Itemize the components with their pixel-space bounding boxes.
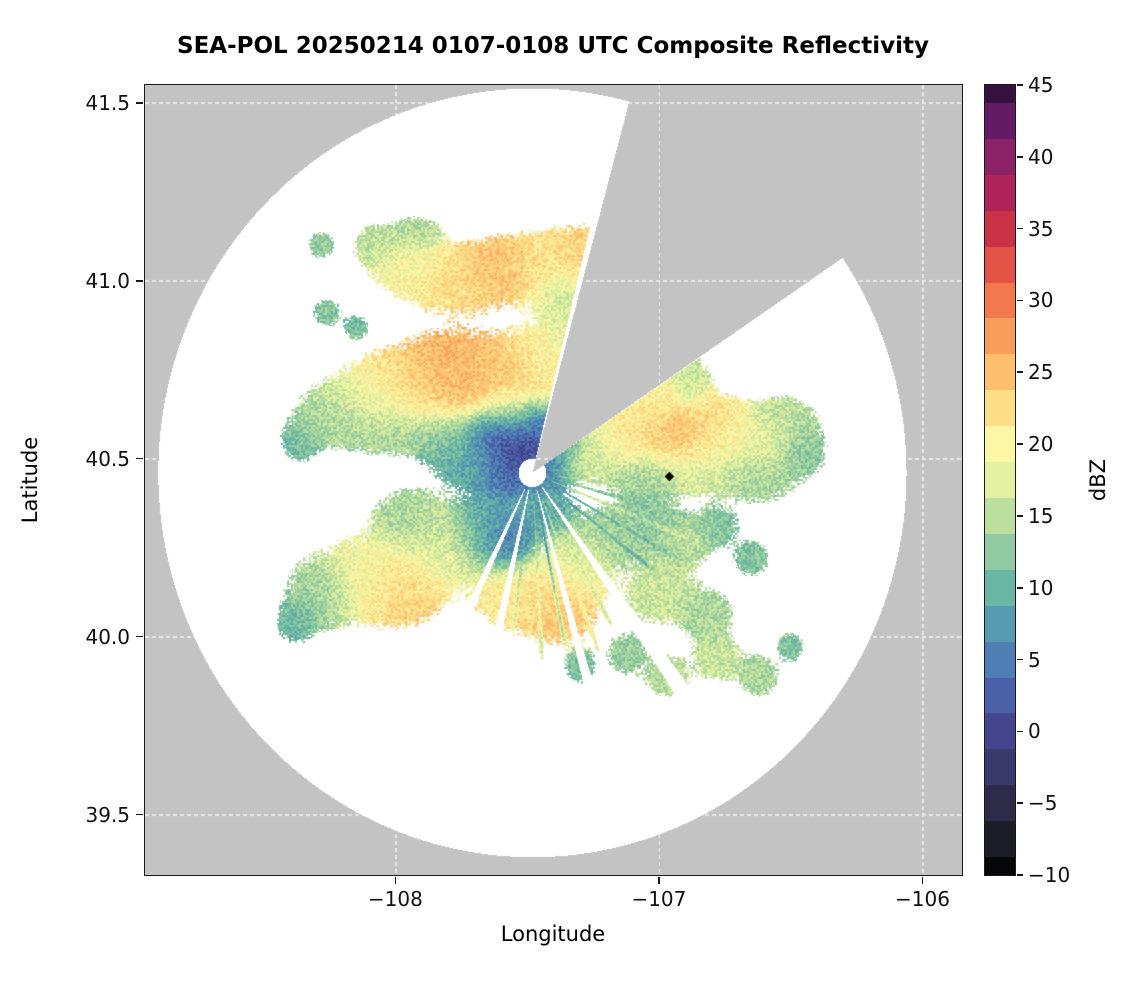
x-tick-mark bbox=[921, 877, 924, 884]
x-axis-label: Longitude bbox=[500, 922, 606, 946]
colorbar-tick-mark bbox=[1017, 443, 1023, 445]
y-tick-mark bbox=[136, 813, 143, 816]
colorbar-tick-label: 15 bbox=[1028, 503, 1054, 528]
plot-area bbox=[144, 84, 963, 876]
y-axis-label: Latitude bbox=[18, 436, 42, 524]
colorbar-tick-label: 10 bbox=[1028, 575, 1054, 600]
x-tick-label: −107 bbox=[631, 887, 687, 911]
y-tick-label: 39.5 bbox=[85, 802, 130, 827]
colorbar-tick-label: 25 bbox=[1028, 360, 1054, 385]
x-tick-label: −106 bbox=[894, 887, 950, 911]
x-tick-mark bbox=[658, 877, 660, 884]
y-tick-label: 41.5 bbox=[85, 90, 130, 115]
colorbar-tick-mark bbox=[1017, 156, 1023, 158]
colorbar-tick-label: 40 bbox=[1028, 144, 1054, 169]
colorbar-tick-mark bbox=[1017, 299, 1023, 302]
colorbar-tick-mark bbox=[1017, 84, 1023, 86]
colorbar-tick-mark bbox=[1017, 227, 1023, 230]
colorbar-tick-mark bbox=[1017, 802, 1023, 804]
colorbar-tick-label: −5 bbox=[1028, 791, 1058, 816]
y-tick-label: 41.0 bbox=[85, 268, 130, 293]
y-tick-mark bbox=[136, 635, 143, 638]
colorbar-label: dBZ bbox=[1086, 458, 1110, 502]
colorbar-tick-label: 35 bbox=[1028, 216, 1054, 241]
x-tick-label: −108 bbox=[367, 887, 423, 911]
colorbar-tick-label: 45 bbox=[1028, 73, 1054, 97]
colorbar-tick-mark bbox=[1017, 515, 1023, 517]
radar-heatmap-canvas bbox=[145, 85, 962, 875]
colorbar-tick-label: 20 bbox=[1028, 432, 1054, 457]
colorbar-tick-mark bbox=[1017, 874, 1023, 876]
y-tick-label: 40.5 bbox=[85, 446, 130, 471]
colorbar-tick-mark bbox=[1017, 586, 1023, 589]
colorbar bbox=[984, 84, 1016, 876]
colorbar-tick-label: −10 bbox=[1028, 863, 1071, 887]
y-tick-label: 40.0 bbox=[85, 624, 130, 649]
colorbar-tick-mark bbox=[1017, 730, 1023, 733]
y-tick-mark bbox=[136, 279, 143, 282]
colorbar-tick-label: 5 bbox=[1028, 647, 1041, 672]
colorbar-tick-mark bbox=[1017, 658, 1023, 661]
x-tick-mark bbox=[394, 877, 397, 884]
colorbar-canvas bbox=[985, 85, 1015, 875]
y-tick-mark bbox=[136, 457, 143, 460]
colorbar-tick-label: 0 bbox=[1028, 719, 1041, 744]
chart-title: SEA-POL 20250214 0107-0108 UTC Composite… bbox=[177, 33, 929, 59]
colorbar-tick-label: 30 bbox=[1028, 288, 1054, 313]
colorbar-tick-mark bbox=[1017, 371, 1023, 374]
y-tick-mark bbox=[136, 101, 143, 104]
